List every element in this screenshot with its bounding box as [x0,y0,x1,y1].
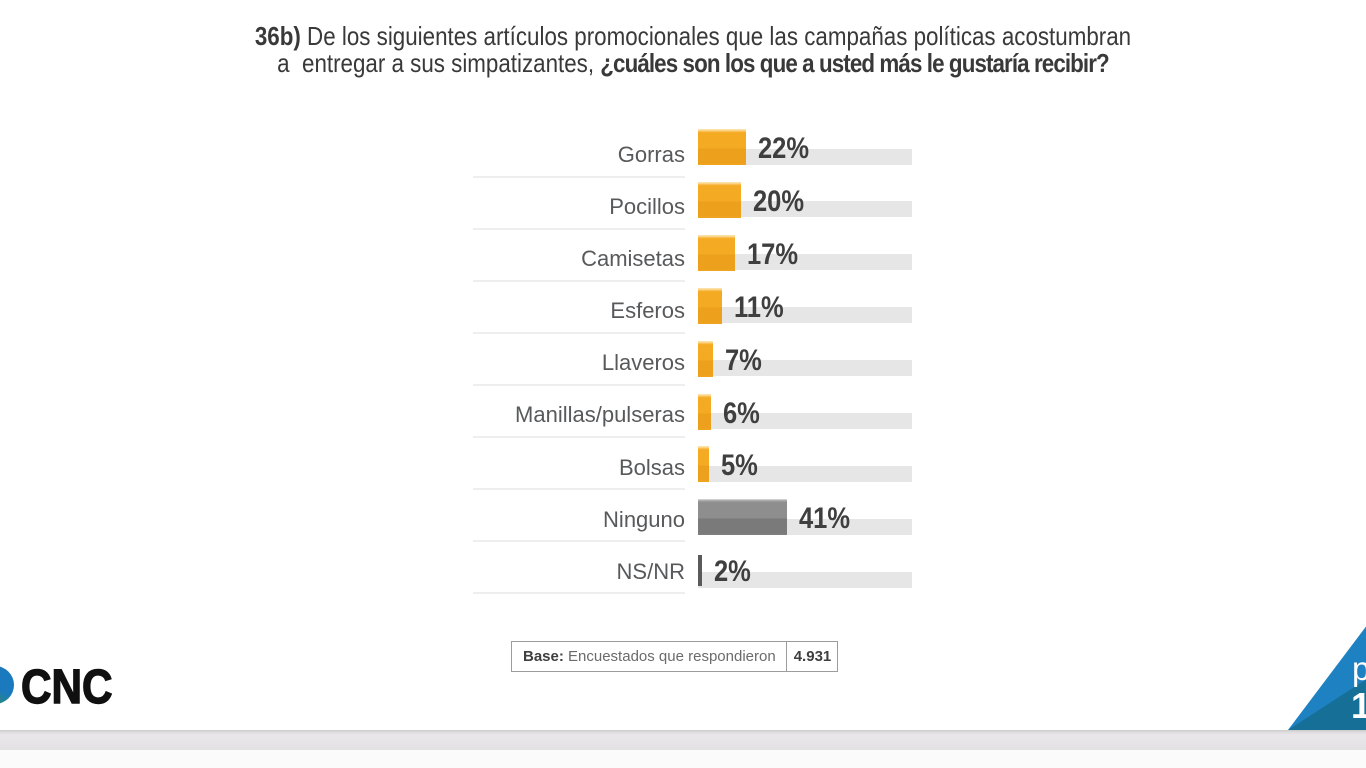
svg-text:pá: pá [1352,650,1366,687]
svg-text:15: 15 [1351,685,1366,726]
